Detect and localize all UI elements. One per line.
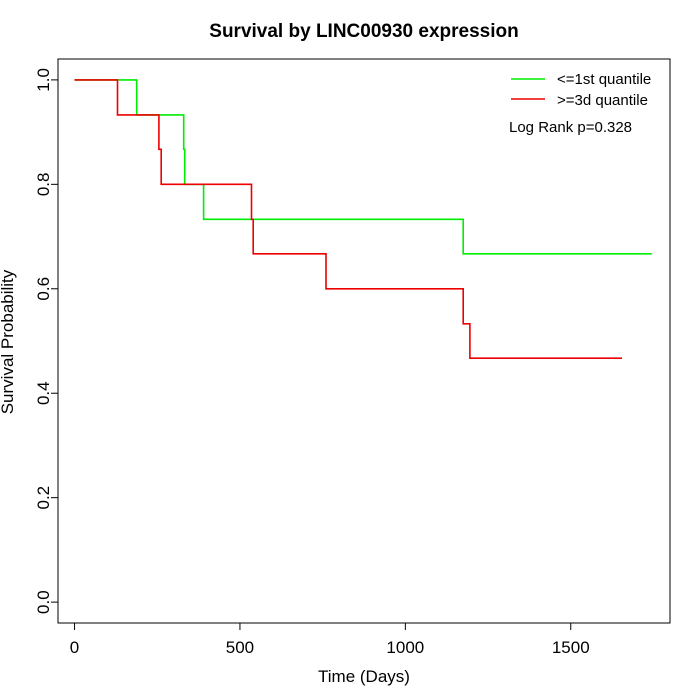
- legend-label-low: <=1st quantile: [557, 71, 651, 88]
- y-axis-label: Survival Probability: [0, 269, 17, 414]
- legend: <=1st quantile >=3d quantile: [511, 71, 651, 109]
- plot-frame: [57, 58, 671, 624]
- y-tick-label: 1.0: [34, 68, 53, 92]
- x-tick-label: 0: [70, 638, 79, 657]
- y-tick-label: 0.8: [34, 173, 53, 197]
- y-tick-label: 0.6: [34, 277, 53, 301]
- y-tick-label: 0.2: [34, 486, 53, 510]
- series-layer: [74, 79, 652, 360]
- series-line-high-quantile: [74, 79, 622, 360]
- x-tick-label: 500: [226, 638, 254, 657]
- y-tick-label: 0.4: [34, 381, 53, 405]
- y-axis: 0.0 0.2 0.4 0.6 0.8 1.0: [34, 68, 59, 614]
- y-tick-label: 0.0: [34, 590, 53, 614]
- legend-label-high: >=3d quantile: [557, 92, 648, 109]
- x-axis: 0 500 1000 1500: [70, 622, 590, 657]
- chart-title: Survival by LINC00930 expression: [209, 21, 518, 42]
- x-axis-label: Time (Days): [318, 667, 410, 686]
- log-rank-annotation: Log Rank p=0.328: [509, 119, 632, 136]
- x-tick-label: 1500: [552, 638, 590, 657]
- series-line-low-quantile: [74, 79, 652, 255]
- x-tick-label: 1000: [386, 638, 424, 657]
